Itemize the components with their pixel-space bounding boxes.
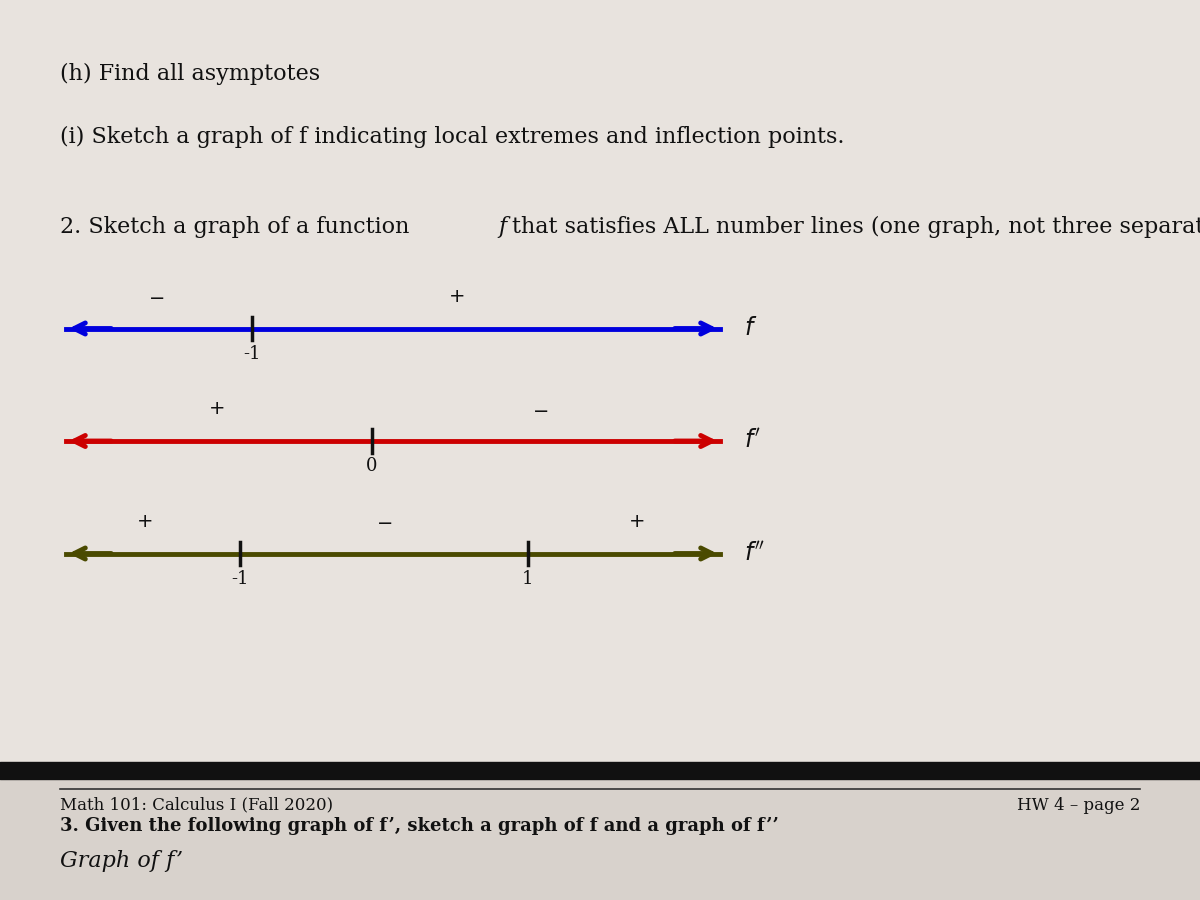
Text: Graph of f’: Graph of f’ — [60, 850, 184, 872]
Text: (i) Sketch a graph of f indicating local extremes and inflection points.: (i) Sketch a graph of f indicating local… — [60, 126, 845, 148]
Text: $-$: $-$ — [148, 288, 164, 306]
Text: that satisfies ALL number lines (one graph, not three separate graphs): that satisfies ALL number lines (one gra… — [512, 216, 1200, 239]
Text: (h) Find all asymptotes: (h) Find all asymptotes — [60, 63, 320, 86]
Text: $+$: $+$ — [448, 288, 464, 306]
Text: 2. Sketch a graph of a function: 2. Sketch a graph of a function — [60, 216, 416, 238]
Text: 3. Given the following graph of f’, sketch a graph of f and a graph of f’’: 3. Given the following graph of f’, sket… — [60, 817, 779, 835]
Text: $+$: $+$ — [208, 400, 224, 418]
Text: $f''$: $f''$ — [744, 542, 766, 565]
Text: 1: 1 — [522, 570, 534, 588]
Text: -1: -1 — [232, 570, 248, 588]
Text: 0: 0 — [366, 457, 378, 475]
Text: f: f — [498, 216, 506, 238]
Text: $-$: $-$ — [532, 400, 548, 418]
Text: $-$: $-$ — [376, 513, 392, 531]
Text: $+$: $+$ — [136, 513, 152, 531]
Text: Math 101: Calculus I (Fall 2020): Math 101: Calculus I (Fall 2020) — [60, 796, 334, 814]
Text: $f'$: $f'$ — [744, 429, 761, 453]
Text: -1: -1 — [244, 345, 260, 363]
Text: HW 4 – page 2: HW 4 – page 2 — [1016, 796, 1140, 814]
Text: $+$: $+$ — [628, 513, 644, 531]
Text: $f$: $f$ — [744, 317, 757, 340]
